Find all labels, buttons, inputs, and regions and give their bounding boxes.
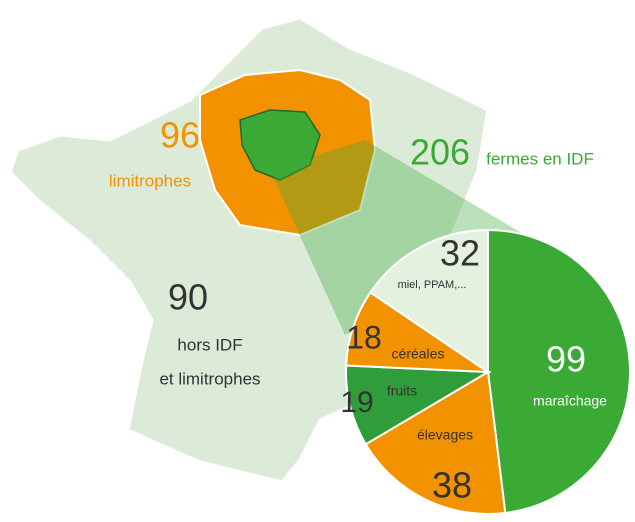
pie-slice	[368, 228, 489, 374]
slice-label: céréales	[392, 346, 445, 362]
labels: 99 maraîchage 38 élevages 19 fruits 18 céréales…	[109, 115, 607, 506]
slice-value: 38	[432, 465, 472, 506]
zoom-cone	[270, 140, 520, 335]
pie	[345, 228, 631, 515]
idf-region	[239, 109, 321, 181]
map-label: et limitrophes	[159, 369, 260, 388]
slice-label: fruits	[387, 383, 417, 399]
slice-value: 99	[546, 339, 586, 380]
map-label: hors IDF	[177, 335, 242, 354]
slice-label: miel, PPAM,...	[398, 279, 467, 291]
slice-label: maraîchage	[533, 393, 607, 409]
slice-value: 19	[340, 386, 373, 419]
slice-value: 18	[346, 319, 382, 355]
map-value: 206	[410, 132, 470, 173]
slice-value: 32	[440, 233, 480, 274]
map-value: 96	[160, 115, 200, 156]
pie-slice	[364, 370, 507, 515]
pie-slice	[487, 228, 631, 515]
map-value: 90	[168, 277, 208, 318]
map-label: limitrophes	[109, 171, 191, 190]
pie-slice	[345, 364, 492, 446]
map-label: fermes en IDF	[486, 149, 594, 168]
slice-label: élevages	[417, 427, 473, 443]
